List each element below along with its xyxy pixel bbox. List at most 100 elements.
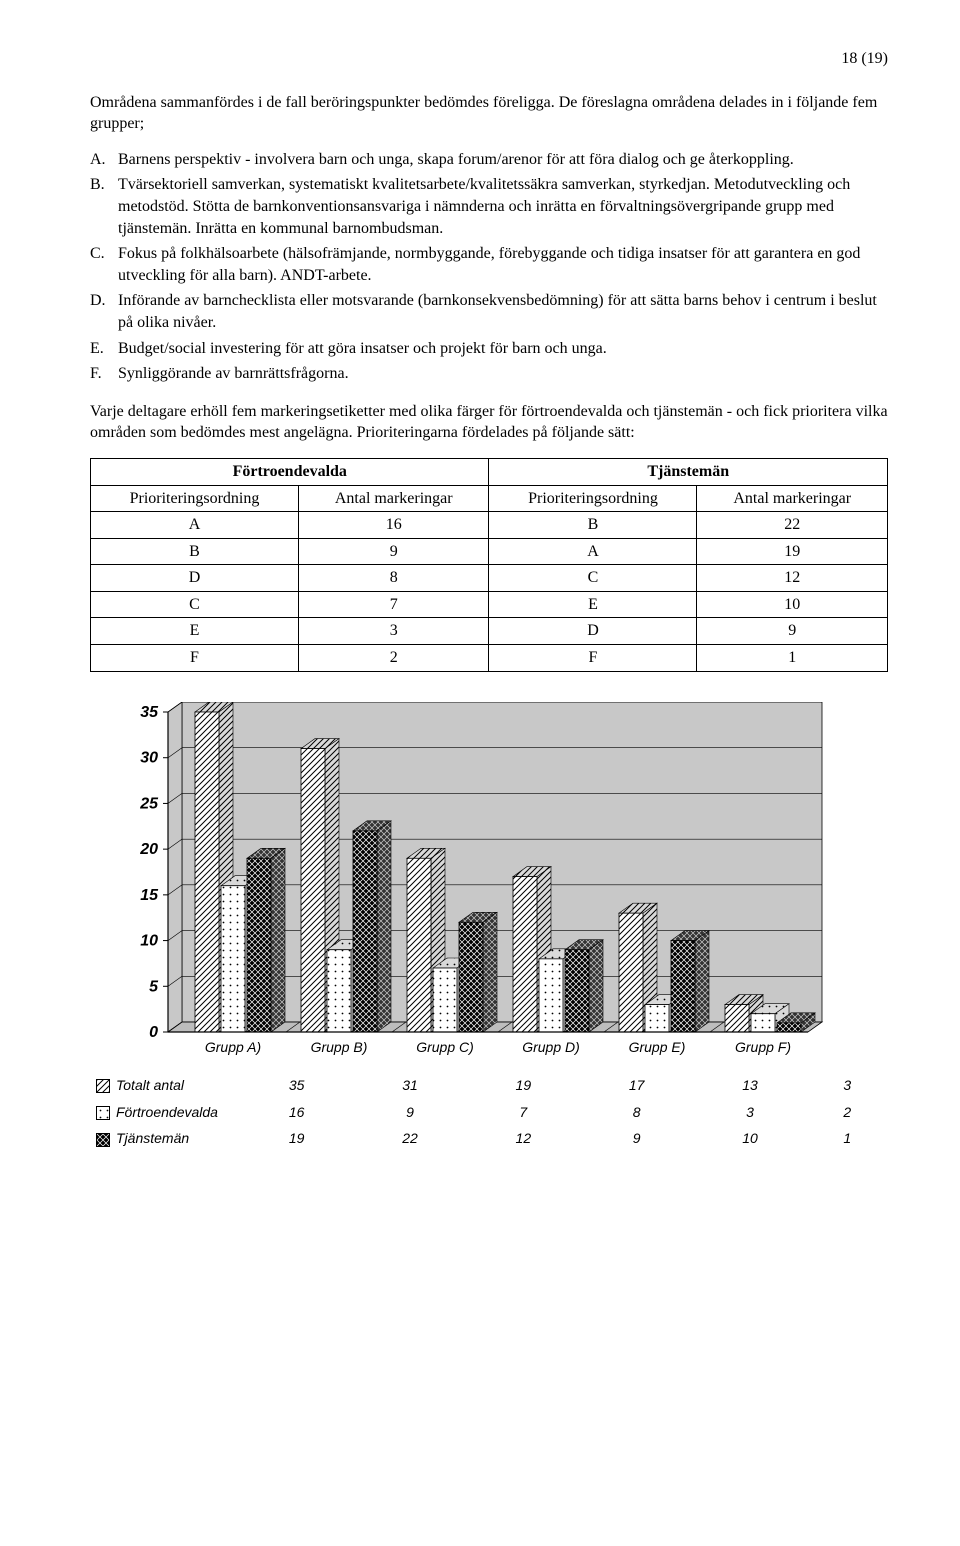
list-text: Barnens perspektiv - involvera barn och … <box>118 149 888 171</box>
table-cell: 8 <box>299 565 489 592</box>
table-cell: 19 <box>697 538 888 565</box>
legend-value: 2 <box>807 1099 888 1126</box>
table-row: A16B22 <box>91 512 888 539</box>
priority-chart: 05101520253035Grupp A)Grupp B)Grupp C)Gr… <box>90 702 888 1072</box>
table-row: E3D9 <box>91 618 888 645</box>
letter-list-item: A.Barnens perspektiv - involvera barn oc… <box>90 149 888 171</box>
letter-list: A.Barnens perspektiv - involvera barn oc… <box>90 149 888 385</box>
legend-value: 1 <box>807 1125 888 1152</box>
table-group-tjansteman: Tjänstemän <box>489 458 888 485</box>
table-cell: E <box>91 618 299 645</box>
legend-data-table: Totalt antal35311917133Förtroendevalda16… <box>90 1072 888 1153</box>
table-cell: D <box>91 565 299 592</box>
legend-label: Tjänstemän <box>90 1125 240 1152</box>
list-letter: F. <box>90 363 118 385</box>
svg-text:15: 15 <box>140 887 159 904</box>
svg-text:0: 0 <box>149 1024 158 1041</box>
table-cell: 9 <box>299 538 489 565</box>
table-cell: A <box>91 512 299 539</box>
table-cell: 12 <box>697 565 888 592</box>
svg-text:Grupp A): Grupp A) <box>205 1039 261 1055</box>
table-cell: C <box>489 565 697 592</box>
legend-value: 16 <box>240 1099 353 1126</box>
table-cell: E <box>489 591 697 618</box>
legend-value: 8 <box>580 1099 693 1126</box>
legend-swatch-icon <box>96 1133 110 1147</box>
list-letter: D. <box>90 290 118 333</box>
legend-row: Totalt antal 35311917133 <box>90 1072 888 1099</box>
table-row: F2F1 <box>91 645 888 672</box>
letter-list-item: E.Budget/social investering för att göra… <box>90 338 888 360</box>
svg-text:Grupp E): Grupp E) <box>629 1039 686 1055</box>
svg-text:Grupp F): Grupp F) <box>735 1039 791 1055</box>
page-number: 18 (19) <box>90 48 888 70</box>
table-cell: 2 <box>299 645 489 672</box>
list-letter: A. <box>90 149 118 171</box>
table-cell: C <box>91 591 299 618</box>
intro-paragraph: Områdena sammanfördes i de fall beröring… <box>90 92 888 135</box>
svg-text:25: 25 <box>139 795 159 812</box>
legend-label: Totalt antal <box>90 1072 240 1099</box>
table-row: B9A19 <box>91 538 888 565</box>
list-text: Fokus på folkhälsoarbete (hälsofrämjande… <box>118 243 888 286</box>
table-group-fortroendevalda: Förtroendevalda <box>91 458 489 485</box>
table-col-prioriteringsordning-2: Prioriteringsordning <box>489 485 697 512</box>
letter-list-item: C.Fokus på folkhälsoarbete (hälsofrämjan… <box>90 243 888 286</box>
legend-swatch-icon <box>96 1106 110 1120</box>
legend-value: 3 <box>807 1072 888 1099</box>
list-text: Införande av barnchecklista eller motsva… <box>118 290 888 333</box>
legend-value: 10 <box>693 1125 806 1152</box>
table-cell: 9 <box>697 618 888 645</box>
table-cell: B <box>489 512 697 539</box>
legend-value: 12 <box>467 1125 580 1152</box>
legend-row: Tjänstemän 1922129101 <box>90 1125 888 1152</box>
legend-label: Förtroendevalda <box>90 1099 240 1126</box>
table-cell: F <box>489 645 697 672</box>
list-text: Tvärsektoriell samverkan, systematiskt k… <box>118 174 888 239</box>
legend-series-name: Förtroendevalda <box>116 1104 218 1120</box>
legend-value: 9 <box>353 1099 466 1126</box>
legend-value: 7 <box>467 1099 580 1126</box>
table-row: D8C12 <box>91 565 888 592</box>
svg-text:Grupp B): Grupp B) <box>311 1039 368 1055</box>
table-cell: B <box>91 538 299 565</box>
legend-value: 17 <box>580 1072 693 1099</box>
priority-table: Förtroendevalda Tjänstemän Prioriterings… <box>90 458 888 672</box>
table-cell: 7 <box>299 591 489 618</box>
table-cell: A <box>489 538 697 565</box>
svg-text:20: 20 <box>139 841 158 858</box>
list-text: Synliggörande av barnrättsfrågorna. <box>118 363 888 385</box>
table-cell: 22 <box>697 512 888 539</box>
legend-value: 3 <box>693 1099 806 1126</box>
letter-list-item: B.Tvärsektoriell samverkan, systematiskt… <box>90 174 888 239</box>
svg-text:Grupp C): Grupp C) <box>416 1039 474 1055</box>
legend-value: 31 <box>353 1072 466 1099</box>
legend-swatch-icon <box>96 1079 110 1093</box>
table-col-antal-1: Antal markeringar <box>299 485 489 512</box>
letter-list-item: D.Införande av barnchecklista eller mots… <box>90 290 888 333</box>
legend-series-name: Totalt antal <box>116 1077 184 1093</box>
svg-text:10: 10 <box>140 932 158 949</box>
table-cell: D <box>489 618 697 645</box>
legend-value: 13 <box>693 1072 806 1099</box>
legend-value: 9 <box>580 1125 693 1152</box>
list-letter: E. <box>90 338 118 360</box>
legend-value: 35 <box>240 1072 353 1099</box>
list-text: Budget/social investering för att göra i… <box>118 338 888 360</box>
legend-series-name: Tjänstemän <box>116 1130 189 1146</box>
svg-text:Grupp D): Grupp D) <box>522 1039 580 1055</box>
legend-value: 19 <box>467 1072 580 1099</box>
table-col-antal-2: Antal markeringar <box>697 485 888 512</box>
table-row: C7E10 <box>91 591 888 618</box>
prioritization-paragraph: Varje deltagare erhöll fem markeringseti… <box>90 401 888 444</box>
legend-value: 19 <box>240 1125 353 1152</box>
table-cell: 3 <box>299 618 489 645</box>
list-letter: C. <box>90 243 118 286</box>
legend-row: Förtroendevalda 1697832 <box>90 1099 888 1126</box>
table-cell: F <box>91 645 299 672</box>
table-cell: 10 <box>697 591 888 618</box>
svg-text:30: 30 <box>140 749 158 766</box>
legend-value: 22 <box>353 1125 466 1152</box>
table-cell: 16 <box>299 512 489 539</box>
svg-text:5: 5 <box>149 978 159 995</box>
